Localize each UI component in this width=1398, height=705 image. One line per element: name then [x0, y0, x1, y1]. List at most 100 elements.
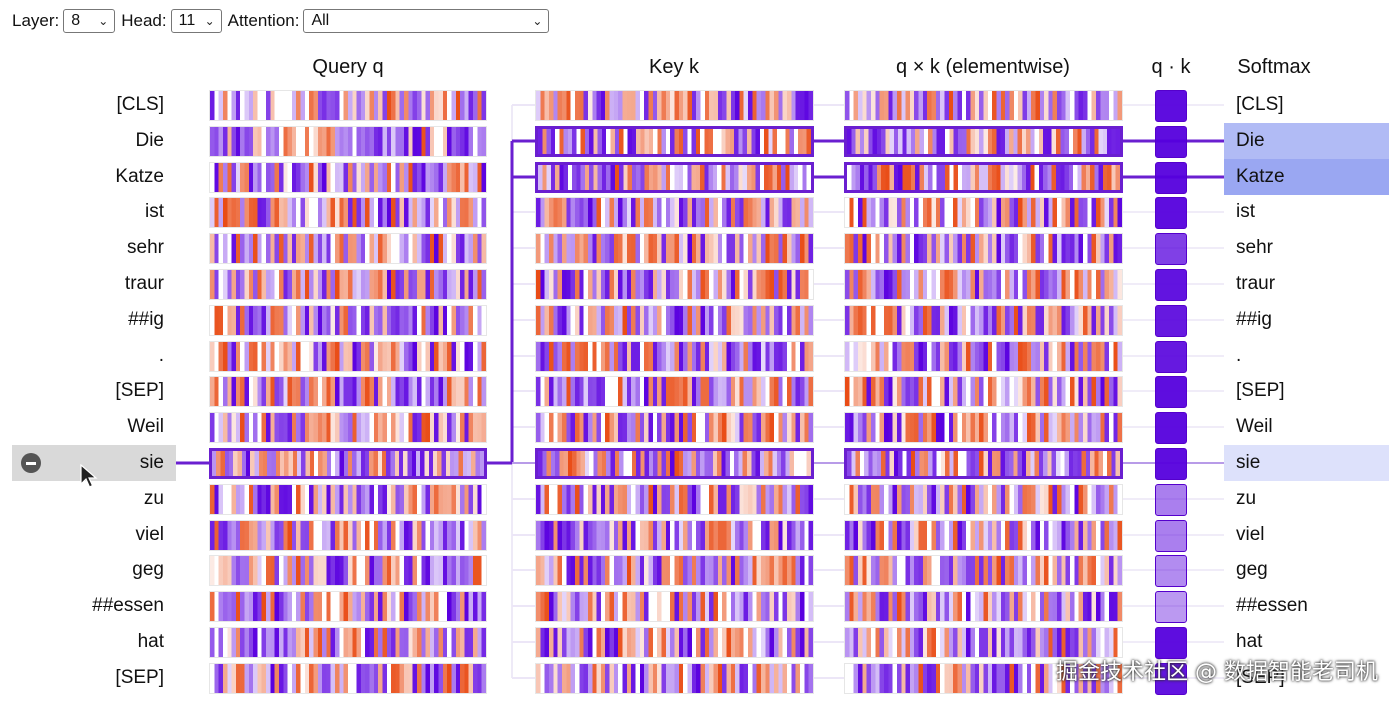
- query-vector-bar: [209, 269, 487, 300]
- product-vector-bar: [844, 555, 1123, 586]
- key-vector-bar: [535, 341, 814, 372]
- softmax-token[interactable]: Die: [1224, 123, 1389, 159]
- dot-column-header: q · k: [1151, 56, 1191, 78]
- softmax-token[interactable]: .: [1224, 338, 1389, 374]
- softmax-token-label: hat: [1236, 631, 1263, 652]
- key-vector-bar: [535, 90, 814, 121]
- query-token[interactable]: Katze: [12, 159, 176, 195]
- query-token[interactable]: ##ig: [12, 302, 176, 338]
- softmax-token-label: ##essen: [1236, 595, 1308, 616]
- dot-product-cell: [1155, 305, 1187, 337]
- softmax-token[interactable]: geg: [1224, 552, 1389, 588]
- query-token-label: zu: [143, 488, 164, 509]
- query-token[interactable]: Weil: [12, 409, 176, 445]
- query-token[interactable]: zu: [12, 481, 176, 517]
- query-vector-bar: [209, 627, 487, 658]
- dot-product-cell: [1155, 412, 1187, 444]
- key-vector-bar: [535, 448, 814, 479]
- query-token[interactable]: Die: [12, 123, 176, 159]
- softmax-token[interactable]: ist: [1224, 194, 1389, 230]
- query-column-header: Query q: [312, 56, 384, 78]
- query-token[interactable]: .: [12, 338, 176, 374]
- layer-label: Layer:: [12, 11, 60, 30]
- softmax-token[interactable]: [SEP]: [1224, 373, 1389, 409]
- softmax-token-label: [SEP]: [1236, 667, 1285, 688]
- query-token-label: hat: [137, 631, 164, 652]
- softmax-token[interactable]: sehr: [1224, 230, 1389, 266]
- product-vector-bar: [844, 591, 1123, 622]
- watermark-text: 掘金技术社区 @ 数据智能老司机: [1056, 660, 1378, 685]
- query-token[interactable]: hat: [12, 624, 176, 660]
- key-vector-bar: [535, 376, 814, 407]
- attention-select-value: All: [311, 12, 330, 29]
- query-token[interactable]: [SEP]: [12, 660, 176, 696]
- softmax-token[interactable]: ##ig: [1224, 302, 1389, 338]
- query-token[interactable]: sie: [12, 445, 176, 481]
- query-token-label: Die: [135, 130, 164, 151]
- query-vector-bar: [209, 341, 487, 372]
- query-vector-bar: [209, 591, 487, 622]
- softmax-token[interactable]: hat: [1224, 624, 1389, 660]
- query-token-label: ##essen: [92, 595, 164, 616]
- head-select[interactable]: 11 ⌄: [170, 9, 222, 33]
- product-vector-bar: [844, 376, 1123, 407]
- key-vector-bar: [535, 197, 814, 228]
- softmax-token[interactable]: [SEP]: [1224, 660, 1389, 696]
- softmax-token[interactable]: [CLS]: [1224, 87, 1389, 123]
- softmax-token[interactable]: sie: [1224, 445, 1389, 481]
- product-column-header: q × k (elementwise): [896, 56, 1070, 78]
- query-token[interactable]: sehr: [12, 230, 176, 266]
- product-vector-bar: [844, 412, 1123, 443]
- dot-product-cell: [1155, 663, 1187, 695]
- query-token[interactable]: traur: [12, 266, 176, 302]
- softmax-token[interactable]: traur: [1224, 266, 1389, 302]
- softmax-token-label: ist: [1236, 201, 1255, 222]
- query-token-label: viel: [135, 524, 164, 545]
- dot-product-cell: [1155, 126, 1187, 158]
- query-vector-bar: [209, 197, 487, 228]
- query-vector-bar: [209, 376, 487, 407]
- query-token-label: sehr: [127, 237, 164, 258]
- query-token[interactable]: [CLS]: [12, 87, 176, 123]
- softmax-token[interactable]: Katze: [1224, 159, 1389, 195]
- dot-product-cell: [1155, 627, 1187, 659]
- query-token[interactable]: viel: [12, 517, 176, 553]
- product-vector-bar: [844, 520, 1123, 551]
- dot-product-cell: [1155, 341, 1187, 373]
- key-vector-bar: [535, 520, 814, 551]
- softmax-token-label: geg: [1236, 559, 1268, 580]
- softmax-token[interactable]: ##essen: [1224, 588, 1389, 624]
- softmax-token[interactable]: viel: [1224, 517, 1389, 553]
- dot-product-cell: [1155, 520, 1187, 552]
- softmax-token[interactable]: Weil: [1224, 409, 1389, 445]
- query-vector-bar: [209, 555, 487, 586]
- key-vector-bar: [535, 627, 814, 658]
- attention-select[interactable]: All ⌄: [303, 9, 550, 33]
- query-vector-bar: [209, 90, 487, 121]
- product-vector-bar: [844, 627, 1123, 658]
- dot-product-cell: [1155, 90, 1187, 122]
- remove-circle-icon[interactable]: [21, 453, 41, 473]
- dot-product-cell: [1155, 233, 1187, 265]
- query-token-label: Katze: [115, 166, 164, 187]
- query-token-label: [CLS]: [116, 94, 164, 115]
- product-vector-bar: [844, 305, 1123, 336]
- attention-label: Attention:: [227, 11, 300, 30]
- product-vector-bar: [844, 233, 1123, 264]
- query-vector-bar: [209, 126, 487, 157]
- product-vector-bar: [844, 341, 1123, 372]
- query-token[interactable]: [SEP]: [12, 373, 176, 409]
- softmax-token[interactable]: zu: [1224, 481, 1389, 517]
- query-token-label: .: [158, 345, 164, 366]
- query-token[interactable]: geg: [12, 552, 176, 588]
- product-vector-bar: [844, 663, 1123, 694]
- dot-product-cell: [1155, 376, 1187, 408]
- softmax-token-label: Katze: [1236, 166, 1285, 187]
- key-vector-bar: [535, 663, 814, 694]
- query-token[interactable]: ist: [12, 194, 176, 230]
- query-token[interactable]: ##essen: [12, 588, 176, 624]
- layer-select[interactable]: 8 ⌄: [63, 9, 116, 33]
- chevron-down-icon: ⌄: [204, 14, 215, 28]
- query-token-label: sie: [139, 452, 164, 473]
- key-vector-bar: [535, 126, 814, 157]
